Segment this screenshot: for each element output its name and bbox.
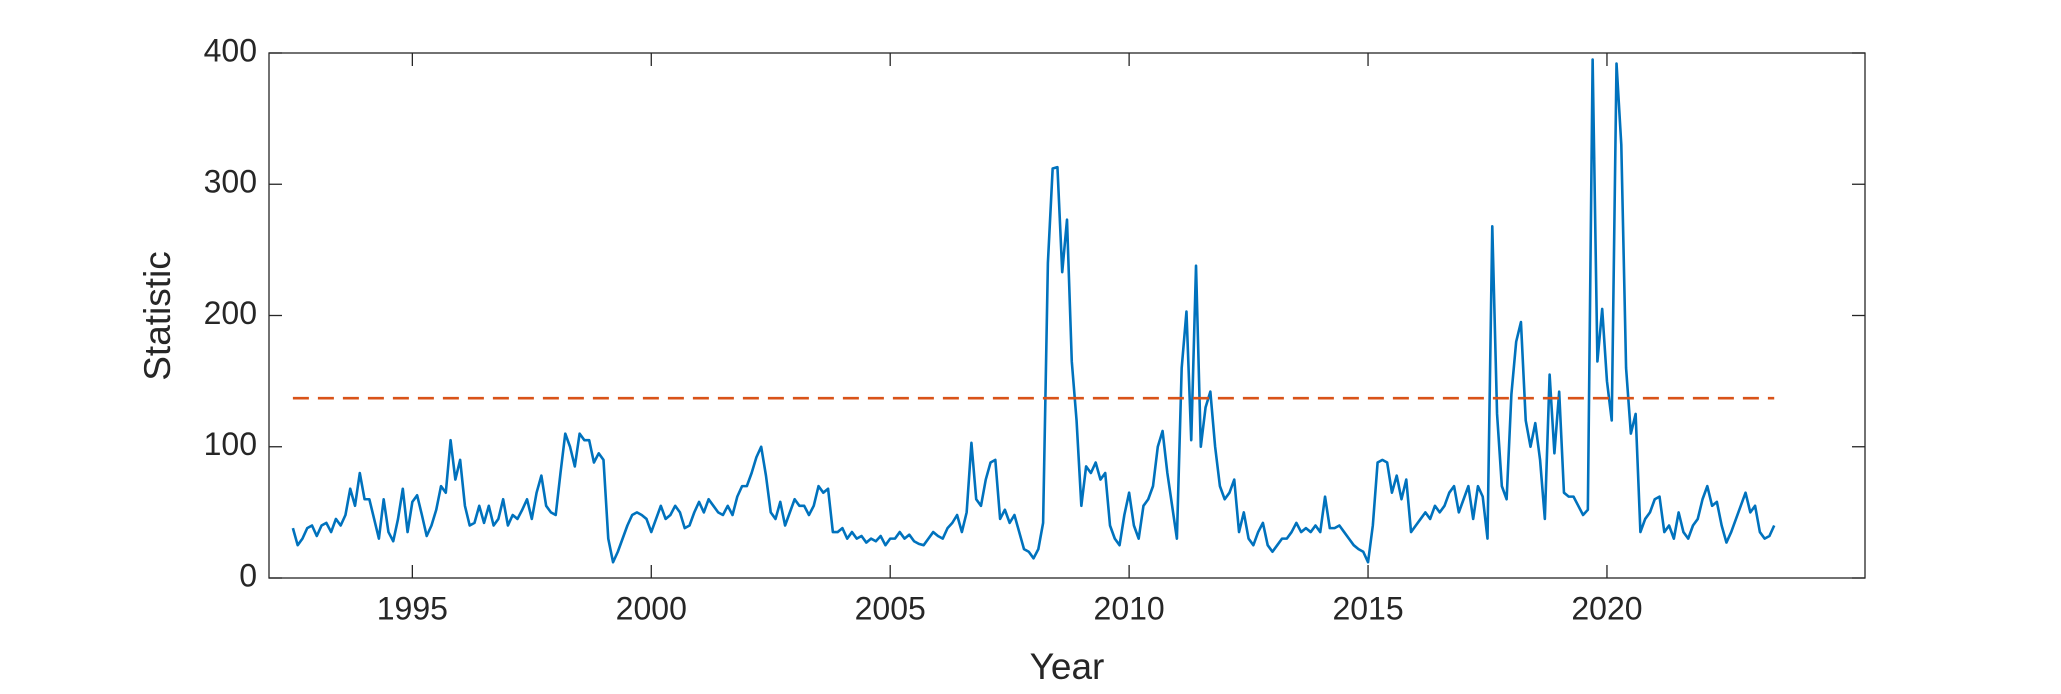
x-tick-label: 2020: [1571, 590, 1642, 626]
y-axis-label: Statistic: [137, 251, 178, 381]
x-tick-label: 2000: [616, 590, 687, 626]
x-tick-label: 2015: [1332, 590, 1403, 626]
axes-box: [268, 52, 1866, 579]
x-tick-label: 2010: [1094, 590, 1165, 626]
x-tick-label: 2005: [855, 590, 926, 626]
x-axis-label: Year: [1030, 646, 1105, 687]
y-tick-label: 300: [204, 164, 257, 200]
y-tick-label: 0: [239, 557, 257, 593]
y-tick-label: 400: [204, 32, 257, 68]
y-tick-label: 200: [204, 295, 257, 331]
data-line: [291, 58, 1776, 564]
y-tick-label: 100: [204, 426, 257, 462]
x-tick-label: 1995: [377, 590, 448, 626]
